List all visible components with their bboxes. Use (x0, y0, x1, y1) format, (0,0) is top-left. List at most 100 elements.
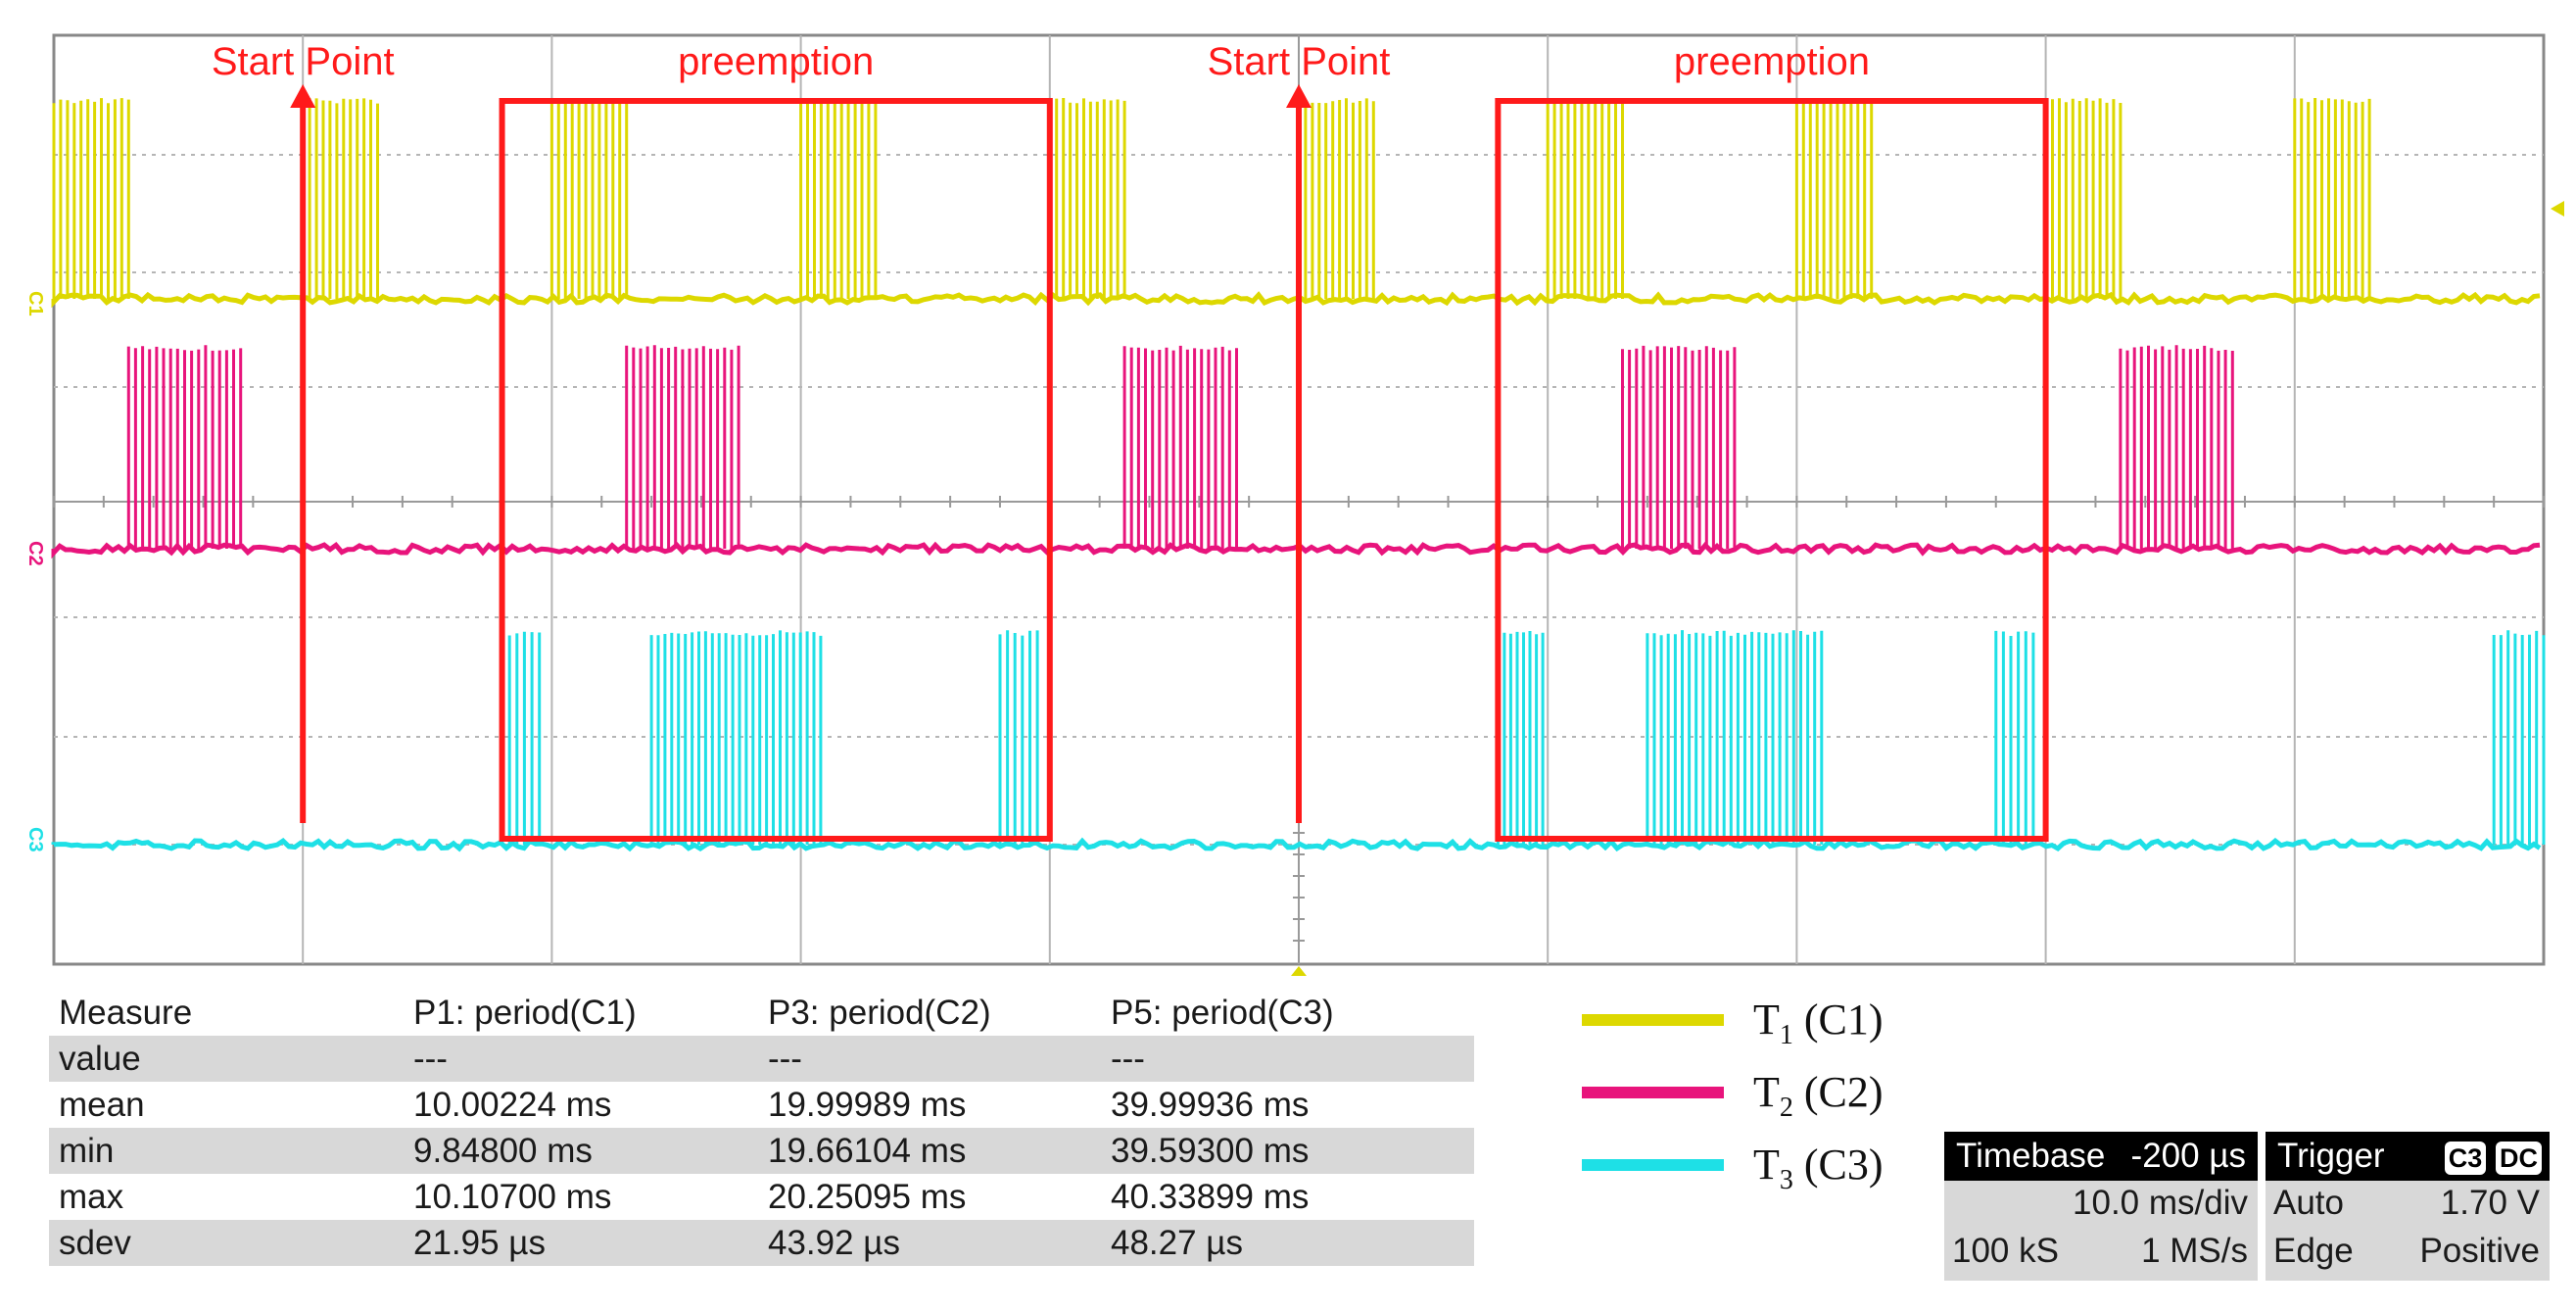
trigger-level: 1.70 V (2440, 1184, 2540, 1222)
table-cell: 10.00224 ms (413, 1085, 612, 1124)
burst-c3 (1994, 630, 2035, 845)
traces (51, 98, 2546, 852)
timebase-samples: 100 kS (1952, 1232, 2059, 1270)
trigger-body: Auto 1.70 V Edge Positive (2266, 1181, 2550, 1281)
trigger-panel: Trigger C3 DC Auto 1.70 V Edge Positive (2266, 1132, 2550, 1281)
legend-label-sub: 3 (1779, 1164, 1793, 1195)
trigger-slope: Positive (2419, 1232, 2540, 1270)
legend-label: T2 (C2) (1753, 1067, 1884, 1124)
burst-c2 (2119, 345, 2234, 549)
table-cell: --- (1101, 1036, 1474, 1082)
table-cell: 19.99989 ms (768, 1085, 967, 1124)
legend-label-base: T (1753, 996, 1780, 1044)
table-cell: 10.10700 ms (413, 1177, 612, 1216)
table-cell: --- (404, 1036, 758, 1082)
channel-markers: C1 C2 C3 (24, 201, 2564, 976)
legend-swatch (1582, 1159, 1724, 1171)
burst-c1 (549, 98, 629, 299)
table-cell: max (59, 1177, 124, 1216)
burst-c3 (998, 630, 1039, 845)
table-cell: P5: period(C3) (1111, 993, 1334, 1032)
legend-label-channel: (C1) (1792, 996, 1884, 1044)
table-header-row: Measure P1: period(C1) P3: period(C2) P5: p… (49, 990, 1474, 1036)
channel-marker-c3: C3 (24, 827, 46, 852)
trigger-mode: Auto (2273, 1184, 2344, 1222)
legend-item: T2 (C2) (1582, 1067, 1974, 1126)
trace-baseline-c2 (51, 541, 2541, 559)
burst-c1 (1546, 98, 1624, 299)
burst-c2 (1621, 345, 1737, 549)
legend-label: T1 (C1) (1753, 995, 1884, 1051)
burst-c1 (1794, 98, 1874, 299)
timebase-offset: -200 µs (2130, 1137, 2246, 1175)
trigger-time-marker (1291, 966, 1307, 976)
table-row: value --- --- --- (49, 1036, 1474, 1082)
timebase-per-div: 10.0 ms/div (2073, 1184, 2248, 1222)
preemption-box (1495, 98, 2049, 842)
trigger-coupling-chip: DC (2496, 1142, 2542, 1175)
start-point-label: Start Point (1208, 40, 1391, 83)
table-cell: 43.92 µs (758, 1220, 1101, 1266)
legend-label: T3 (C3) (1753, 1140, 1884, 1196)
table-cell: 9.84800 ms (404, 1128, 758, 1174)
trigger-channel-chip: C3 (2444, 1142, 2487, 1175)
table-cell: 48.27 µs (1101, 1220, 1474, 1266)
legend-label-base: T (1753, 1141, 1780, 1189)
trigger-level-marker (2551, 201, 2564, 217)
table-cell: 20.25095 ms (768, 1177, 967, 1216)
legend-swatch (1582, 1014, 1724, 1026)
legend-label-channel: (C2) (1792, 1068, 1884, 1116)
trace-baseline-c3 (51, 837, 2542, 852)
burst-c1 (799, 98, 878, 299)
timebase-panel: Timebase -200 µs 10.0 ms/div 100 kS 1 MS… (1944, 1132, 2258, 1281)
legend-label-sub: 1 (1779, 1019, 1793, 1050)
table-row: sdev 21.95 µs 43.92 µs 48.27 µs (49, 1220, 1474, 1266)
table-cell: value (49, 1036, 404, 1082)
oscilloscope-display: Start Point Start Point preemption preempti… (24, 33, 2564, 976)
legend-label-base: T (1753, 1068, 1780, 1116)
preemption-label: preemption (678, 40, 874, 83)
table-row: max 10.10700 ms 20.25095 ms 40.33899 ms (49, 1174, 1474, 1220)
table-cell: sdev (49, 1220, 404, 1266)
burst-c3 (2492, 630, 2546, 845)
start-point-label: Start Point (212, 40, 395, 83)
table-cell: Measure (59, 993, 193, 1032)
timebase-label: Timebase (1956, 1137, 2106, 1175)
legend-item: T3 (C3) (1582, 1140, 1974, 1198)
start-point-arrowhead (1286, 84, 1312, 108)
measurement-table: Measure P1: period(C1) P3: period(C2) P5: p… (49, 990, 1474, 1266)
table-cell: 39.99936 ms (1111, 1085, 1310, 1124)
legend-label-channel: (C3) (1792, 1141, 1884, 1189)
table-cell: min (49, 1128, 404, 1174)
burst-c2 (625, 345, 740, 549)
preemption-label: preemption (1674, 40, 1870, 83)
burst-c1 (2293, 98, 2371, 299)
legend-item: T1 (C1) (1582, 995, 1974, 1053)
burst-c2 (126, 345, 243, 549)
channel-marker-c1: C1 (24, 291, 46, 316)
legend-label-sub: 2 (1779, 1092, 1793, 1123)
table-cell: 40.33899 ms (1111, 1177, 1310, 1216)
table-cell: P1: period(C1) (413, 993, 637, 1032)
burst-c3 (1646, 630, 1824, 845)
timebase-header: Timebase -200 µs (1944, 1132, 2258, 1181)
channel-marker-c2: C2 (24, 541, 46, 566)
timebase-rate: 1 MS/s (2141, 1232, 2248, 1270)
trigger-label: Trigger (2277, 1137, 2385, 1175)
burst-c3 (649, 630, 823, 845)
timebase-body: 10.0 ms/div 100 kS 1 MS/s (1944, 1181, 2258, 1281)
table-cell: 21.95 µs (404, 1220, 758, 1266)
table-cell: --- (758, 1036, 1101, 1082)
annotations: Start Point Start Point preemption preempti… (212, 40, 2049, 842)
table-cell: P3: period(C2) (768, 993, 991, 1032)
start-point-arrowhead (290, 84, 316, 108)
table-row: min 9.84800 ms 19.66104 ms 39.59300 ms (49, 1128, 1474, 1174)
trigger-header: Trigger C3 DC (2266, 1132, 2550, 1181)
legend-swatch (1582, 1087, 1724, 1098)
trace-baseline-c1 (51, 291, 2541, 309)
preemption-box (499, 98, 1053, 842)
burst-c1 (52, 98, 130, 299)
table-cell: 39.59300 ms (1101, 1128, 1474, 1174)
burst-c2 (1122, 345, 1238, 549)
table-cell: mean (59, 1085, 145, 1124)
